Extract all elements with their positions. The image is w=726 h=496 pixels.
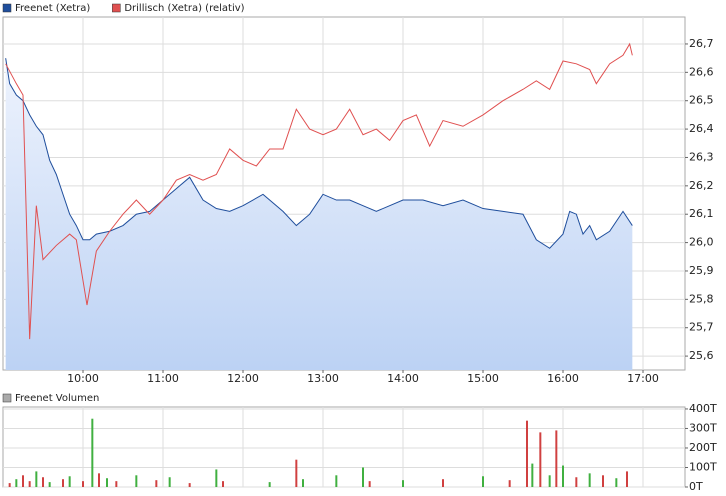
bar bbox=[626, 471, 628, 487]
y-tick-label: 26,2 bbox=[689, 179, 714, 192]
bar bbox=[562, 465, 564, 487]
legend-swatch bbox=[112, 3, 121, 13]
plot-area bbox=[2, 406, 686, 488]
y-tick-label: 26,5 bbox=[689, 94, 714, 107]
bar bbox=[555, 430, 558, 487]
bar bbox=[482, 476, 484, 487]
bar bbox=[588, 473, 591, 487]
y-tick-label: 400T bbox=[689, 402, 717, 415]
bar bbox=[155, 480, 158, 487]
bar bbox=[368, 481, 371, 487]
area bbox=[5, 58, 633, 370]
y-tick-label: 26,6 bbox=[689, 65, 714, 78]
bar bbox=[548, 475, 551, 487]
bar bbox=[168, 477, 171, 487]
y-tick-label: 26,3 bbox=[689, 150, 714, 163]
x-tick-label: 15:00 bbox=[467, 372, 499, 385]
x-tick-label: 10:00 bbox=[67, 372, 99, 385]
bar bbox=[115, 481, 118, 487]
bar bbox=[68, 476, 71, 487]
bar bbox=[28, 481, 31, 487]
bar bbox=[135, 475, 138, 487]
bar bbox=[442, 479, 444, 487]
legend-swatch bbox=[2, 3, 12, 13]
line bbox=[5, 42, 633, 340]
bar bbox=[575, 477, 578, 487]
bar bbox=[302, 479, 304, 487]
legend-label: Drillisch (Xetra) (relativ) bbox=[124, 3, 244, 14]
bar bbox=[402, 480, 404, 487]
bar bbox=[362, 467, 364, 487]
y-tick-label: 26,4 bbox=[689, 122, 714, 135]
x-tick-label: 12:00 bbox=[227, 372, 259, 385]
legend-label: Freenet Volumen bbox=[15, 393, 99, 404]
y-tick-label: 25,6 bbox=[689, 349, 714, 362]
y-tick-label: 300T bbox=[689, 421, 717, 434]
bar bbox=[42, 477, 44, 487]
y-tick-label: 0T bbox=[689, 480, 703, 493]
y-tick-label: 200T bbox=[689, 441, 717, 454]
x-tick-label: 17:00 bbox=[627, 372, 659, 385]
x-tick-label: 11:00 bbox=[147, 372, 179, 385]
bar bbox=[62, 479, 64, 487]
line bbox=[5, 58, 633, 249]
bar bbox=[615, 478, 618, 487]
bar bbox=[508, 480, 511, 487]
bar bbox=[35, 471, 38, 487]
bar bbox=[602, 475, 604, 487]
bar bbox=[188, 483, 191, 487]
bar bbox=[8, 483, 11, 487]
y-tick-label: 26,7 bbox=[689, 37, 714, 50]
y-tick-label: 26,0 bbox=[689, 236, 714, 249]
bar bbox=[335, 475, 338, 487]
bar bbox=[268, 482, 271, 487]
y-tick-label: 26,1 bbox=[689, 207, 714, 220]
bar bbox=[48, 482, 51, 487]
legend-swatch bbox=[2, 393, 12, 403]
y-tick-label: 25,8 bbox=[689, 292, 714, 305]
bar bbox=[215, 469, 218, 487]
x-tick-label: 14:00 bbox=[387, 372, 419, 385]
y-tick-label: 100T bbox=[689, 460, 717, 473]
x-tick-label: 16:00 bbox=[547, 372, 579, 385]
y-tick-label: 25,7 bbox=[689, 321, 714, 334]
bar bbox=[82, 481, 84, 487]
y-tick-label: 25,9 bbox=[689, 264, 714, 277]
bar bbox=[22, 475, 24, 487]
bar bbox=[91, 418, 94, 487]
x-tick-label: 13:00 bbox=[307, 372, 339, 385]
bar bbox=[531, 463, 534, 487]
bar bbox=[539, 432, 542, 487]
legend-label: Freenet (Xetra) bbox=[15, 3, 90, 14]
bar bbox=[98, 473, 100, 487]
bar bbox=[15, 479, 18, 487]
bar bbox=[222, 481, 224, 487]
bar bbox=[295, 459, 298, 487]
bar bbox=[106, 478, 108, 487]
bar bbox=[526, 420, 528, 487]
